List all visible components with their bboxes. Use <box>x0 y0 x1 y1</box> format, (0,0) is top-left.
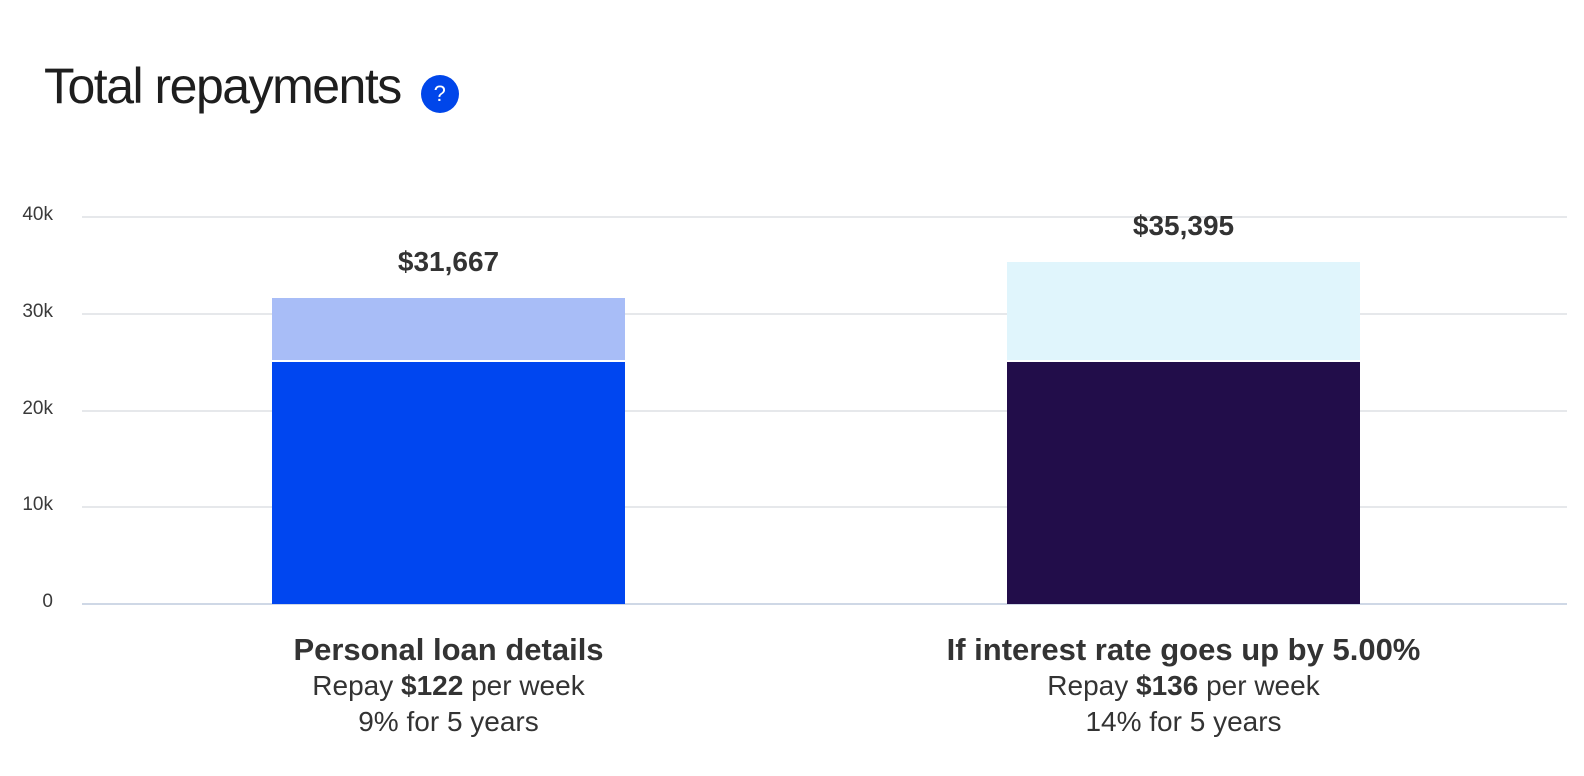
repay-amount: $122 <box>401 670 464 701</box>
repayment-line: Repay $136 per week <box>854 668 1514 704</box>
x-axis-baseline <box>82 603 1567 605</box>
bar-total-label: $35,395 <box>1132 209 1235 241</box>
bar-segment-principal[interactable] <box>1007 362 1360 604</box>
repayment-line: Repay $122 per week <box>119 668 779 704</box>
gridline <box>82 506 1567 509</box>
bar-segment-principal[interactable] <box>272 362 625 604</box>
repay-prefix: Repay <box>1047 670 1136 701</box>
rate-term-line: 9% for 5 years <box>358 706 539 737</box>
gridline <box>82 312 1567 315</box>
y-axis-tick-label: 40k <box>22 204 53 225</box>
y-axis-tick-label: 30k <box>22 300 53 322</box>
y-axis-tick-label: 10k <box>22 494 53 516</box>
help-question-icon[interactable]: ? <box>420 75 459 113</box>
repay-prefix: Repay <box>312 670 401 701</box>
repay-suffix: per week <box>463 670 585 701</box>
category-label: Personal loan details Repay $122 per week… <box>119 632 779 740</box>
repay-amount: $136 <box>1136 670 1199 701</box>
repay-suffix: per week <box>1198 670 1320 701</box>
bar-segment-interest[interactable] <box>272 297 625 361</box>
y-axis-tick-label: 20k <box>22 397 53 419</box>
category-title: If interest rate goes up by 5.00% <box>946 632 1421 667</box>
gridline <box>82 409 1567 412</box>
rate-term-line: 14% for 5 years <box>1085 706 1282 737</box>
bar-total-label: $31,667 <box>397 245 500 277</box>
chart-header: Total repayments ? <box>44 56 459 116</box>
bar-segment-interest[interactable] <box>1007 261 1360 361</box>
gridline <box>82 216 1567 218</box>
category-label: If interest rate goes up by 5.00% Repay $… <box>854 632 1514 740</box>
category-title: Personal loan details <box>293 632 604 667</box>
chart-title: Total repayments <box>44 58 402 114</box>
y-axis-tick-label: 0 <box>42 591 53 612</box>
